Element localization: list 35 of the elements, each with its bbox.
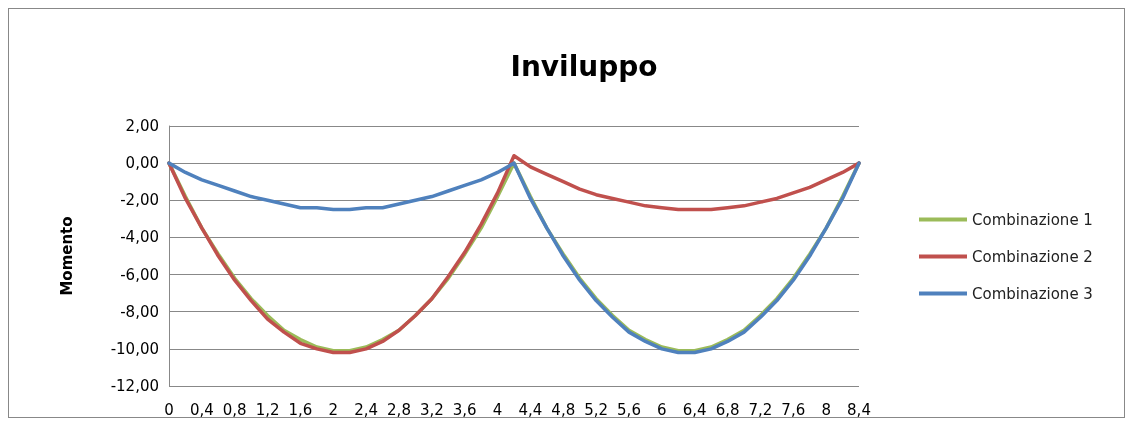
y-tick-label: -2,00 xyxy=(120,191,159,210)
chart-title: Inviluppo xyxy=(510,49,658,83)
y-tick-label: 0,00 xyxy=(125,154,159,173)
y-axis-title: Momento xyxy=(57,216,76,296)
x-tick-label: 6 xyxy=(657,400,667,419)
x-tick-label: 0 xyxy=(164,400,174,419)
legend-label: Combinazione 2 xyxy=(972,247,1093,266)
x-tick-label: 8,4 xyxy=(847,400,871,419)
x-tick-label: 0,8 xyxy=(222,400,247,419)
y-tick-label: -4,00 xyxy=(120,228,159,247)
x-tick-label: 4,4 xyxy=(518,400,543,419)
y-tick-label: 2,00 xyxy=(125,117,159,135)
legend-label: Combinazione 3 xyxy=(972,284,1093,303)
x-tick-label: 6,4 xyxy=(682,400,707,419)
x-tick-label: 3,6 xyxy=(452,400,477,419)
x-tick-label: 7,2 xyxy=(748,400,773,419)
y-tick-label: -10,00 xyxy=(110,339,159,358)
x-tick-label: 7,6 xyxy=(781,400,806,419)
legend-label: Combinazione 1 xyxy=(972,210,1093,229)
y-tick-label: -8,00 xyxy=(120,302,159,321)
x-tick-label: 1,2 xyxy=(255,400,280,419)
x-tick-label: 2 xyxy=(328,400,339,419)
x-tick-label: 0,4 xyxy=(189,400,214,419)
x-tick-label: 2,8 xyxy=(387,400,411,419)
x-tick-label: 3,2 xyxy=(419,400,444,419)
x-tick-label: 4 xyxy=(492,400,503,419)
x-tick-label: 5,6 xyxy=(617,400,641,419)
x-tick-label: 1,6 xyxy=(288,400,313,419)
x-tick-label: 8 xyxy=(821,400,831,419)
x-tick-label: 5,2 xyxy=(584,400,609,419)
x-tick-label: 4,8 xyxy=(551,400,576,419)
x-tick-label: 2,4 xyxy=(354,400,379,419)
x-tick-label: 6,8 xyxy=(715,400,740,419)
y-tick-label: -12,00 xyxy=(110,377,159,395)
y-tick-label: -6,00 xyxy=(120,265,159,284)
